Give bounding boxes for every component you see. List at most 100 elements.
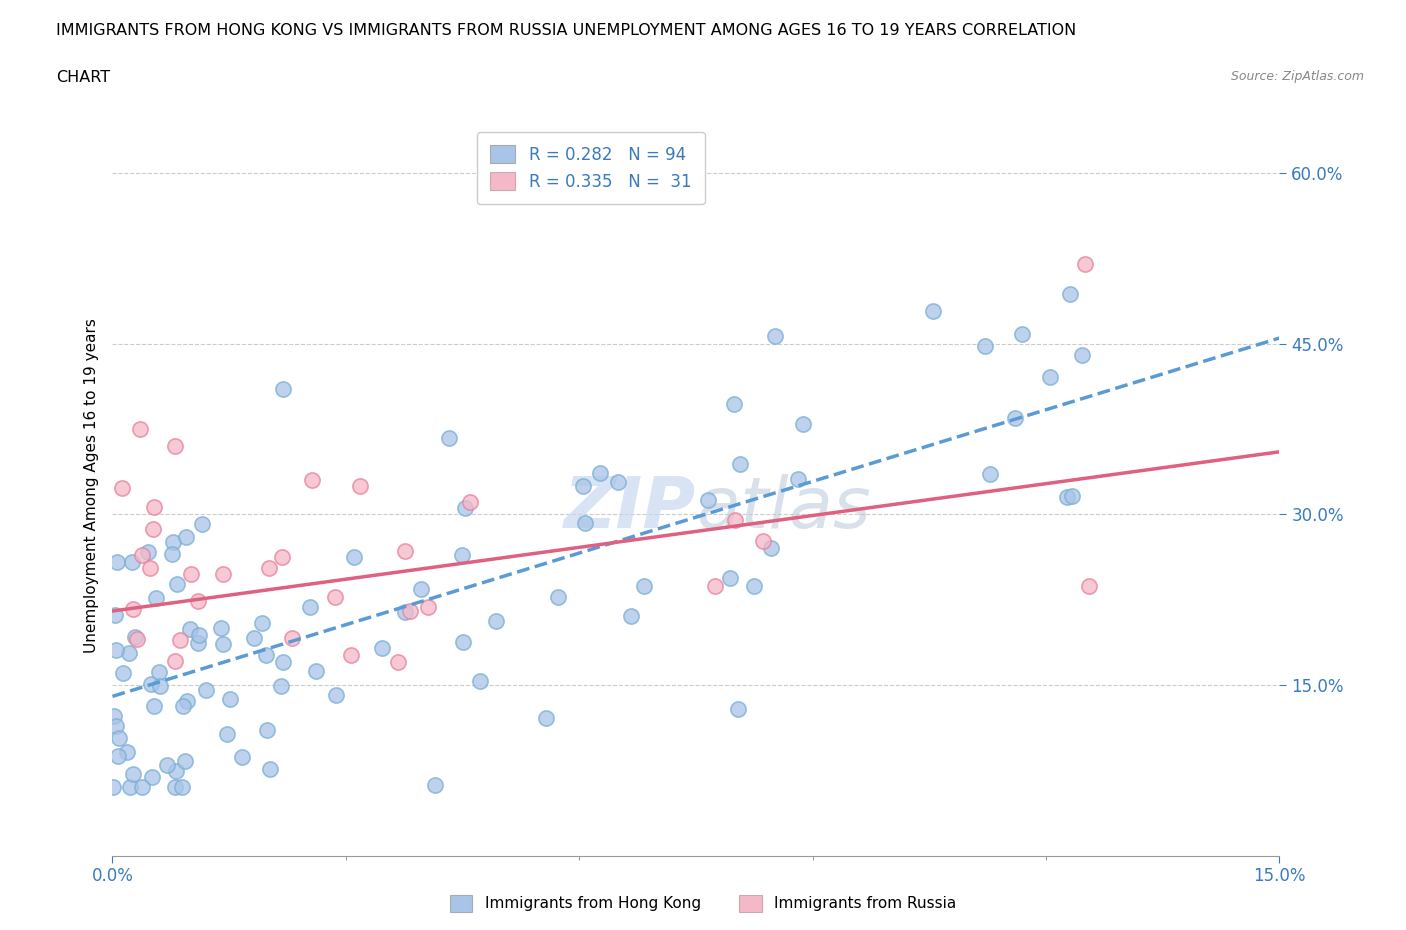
Point bbox=[174, 530, 197, 545]
Point bbox=[704, 578, 727, 593]
Point bbox=[174, 753, 197, 768]
Point bbox=[399, 604, 422, 618]
Point bbox=[163, 438, 186, 453]
Point bbox=[270, 679, 292, 694]
Point bbox=[195, 683, 218, 698]
Point bbox=[131, 548, 153, 563]
Point bbox=[468, 674, 491, 689]
Point bbox=[187, 628, 209, 643]
Legend: Immigrants from Hong Kong, Immigrants from Russia: Immigrants from Hong Kong, Immigrants fr… bbox=[443, 889, 963, 918]
Point bbox=[451, 634, 474, 649]
Point bbox=[574, 515, 596, 530]
Point bbox=[131, 780, 153, 795]
Point bbox=[212, 567, 235, 582]
Point bbox=[105, 719, 128, 734]
Y-axis label: Unemployment Among Ages 16 to 19 years: Unemployment Among Ages 16 to 19 years bbox=[83, 318, 98, 654]
Point bbox=[371, 641, 394, 656]
Point bbox=[122, 766, 145, 781]
Point bbox=[409, 581, 432, 596]
Point bbox=[111, 666, 134, 681]
Point bbox=[1074, 257, 1097, 272]
Point bbox=[209, 620, 232, 635]
Point bbox=[139, 561, 162, 576]
Point bbox=[723, 396, 745, 411]
Point bbox=[763, 329, 786, 344]
Text: ZIP: ZIP bbox=[564, 473, 696, 542]
Point bbox=[697, 492, 720, 507]
Point bbox=[752, 534, 775, 549]
Text: atlas: atlas bbox=[696, 473, 870, 542]
Point bbox=[254, 647, 277, 662]
Point bbox=[162, 535, 184, 550]
Point bbox=[243, 631, 266, 645]
Point bbox=[257, 561, 280, 576]
Point bbox=[607, 474, 630, 489]
Point bbox=[187, 593, 209, 608]
Point bbox=[172, 698, 194, 713]
Point bbox=[176, 694, 198, 709]
Point bbox=[256, 723, 278, 737]
Text: IMMIGRANTS FROM HONG KONG VS IMMIGRANTS FROM RUSSIA UNEMPLOYMENT AMONG AGES 16 T: IMMIGRANTS FROM HONG KONG VS IMMIGRANTS … bbox=[56, 23, 1077, 38]
Point bbox=[105, 554, 128, 569]
Point bbox=[979, 466, 1001, 481]
Point bbox=[128, 421, 150, 436]
Point bbox=[485, 614, 508, 629]
Point bbox=[170, 780, 193, 795]
Point bbox=[250, 615, 273, 630]
Point bbox=[1056, 490, 1078, 505]
Point bbox=[394, 604, 416, 619]
Point bbox=[271, 381, 294, 396]
Point bbox=[589, 466, 612, 481]
Point bbox=[423, 778, 446, 793]
Point bbox=[451, 547, 474, 562]
Point bbox=[165, 780, 187, 795]
Point bbox=[742, 578, 765, 593]
Point bbox=[160, 546, 183, 561]
Point bbox=[458, 494, 481, 509]
Point bbox=[190, 516, 212, 531]
Point bbox=[149, 678, 172, 693]
Point bbox=[121, 602, 143, 617]
Point bbox=[107, 749, 129, 764]
Point bbox=[730, 457, 752, 472]
Point bbox=[974, 339, 997, 353]
Point bbox=[163, 654, 186, 669]
Point bbox=[301, 472, 323, 487]
Point bbox=[547, 590, 569, 604]
Point bbox=[142, 522, 165, 537]
Point bbox=[180, 566, 202, 581]
Point bbox=[219, 691, 242, 706]
Point bbox=[1039, 370, 1062, 385]
Point bbox=[787, 472, 810, 486]
Point bbox=[1004, 411, 1026, 426]
Point bbox=[619, 609, 641, 624]
Legend: R = 0.282   N = 94, R = 0.335   N =  31: R = 0.282 N = 94, R = 0.335 N = 31 bbox=[477, 132, 704, 205]
Point bbox=[1011, 327, 1033, 342]
Point bbox=[103, 708, 125, 723]
Point bbox=[125, 631, 148, 646]
Point bbox=[115, 745, 138, 760]
Point bbox=[394, 543, 416, 558]
Point bbox=[271, 655, 294, 670]
Point bbox=[387, 655, 409, 670]
Point bbox=[761, 541, 783, 556]
Point bbox=[323, 590, 346, 604]
Point bbox=[124, 630, 146, 644]
Point bbox=[165, 764, 187, 778]
Point bbox=[215, 727, 238, 742]
Point bbox=[231, 750, 253, 764]
Point bbox=[211, 636, 233, 651]
Point bbox=[724, 513, 747, 528]
Point bbox=[141, 677, 163, 692]
Point bbox=[572, 479, 595, 494]
Point bbox=[718, 570, 741, 585]
Point bbox=[143, 698, 166, 713]
Point bbox=[104, 607, 127, 622]
Point bbox=[187, 636, 209, 651]
Point bbox=[169, 633, 191, 648]
Point bbox=[111, 481, 134, 496]
Point bbox=[156, 758, 179, 773]
Point bbox=[340, 647, 363, 662]
Point bbox=[118, 780, 141, 795]
Point bbox=[349, 479, 371, 494]
